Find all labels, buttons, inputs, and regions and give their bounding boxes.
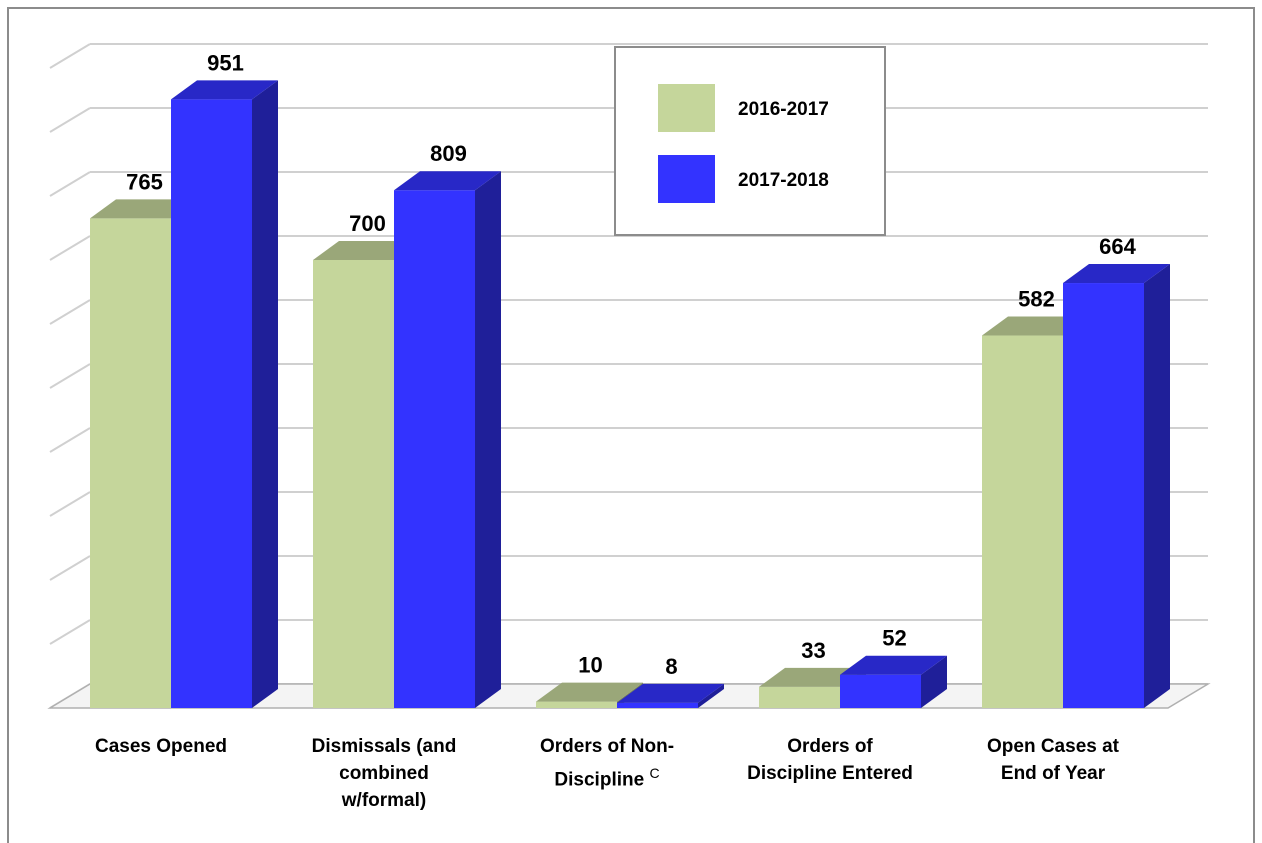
bar-top <box>617 683 724 703</box>
bar-front <box>617 702 698 708</box>
bar <box>840 655 947 708</box>
bar-front <box>313 260 394 708</box>
x-tick-label: Orders of Non-Discipline C <box>522 733 692 793</box>
bar-top <box>840 655 947 675</box>
bar-top <box>171 80 278 100</box>
data-label: 52 <box>882 626 906 651</box>
category-text: Orders of Non-Discipline <box>539 736 675 791</box>
grid-line <box>49 43 1208 69</box>
data-label: 809 <box>430 141 467 166</box>
bar-side <box>1144 264 1170 708</box>
data-label: 582 <box>1018 287 1055 312</box>
bar-side <box>252 80 278 709</box>
grid-line-side <box>49 427 91 453</box>
bar-front <box>394 190 475 709</box>
bar-side <box>698 683 724 708</box>
grid-line-side <box>49 299 91 325</box>
bar <box>394 171 501 709</box>
bar-top <box>90 199 197 219</box>
bar <box>617 683 724 708</box>
frame <box>7 7 1255 843</box>
legend-swatch <box>658 155 715 203</box>
data-label: 10 <box>578 653 602 678</box>
data-label: 8 <box>665 654 677 679</box>
legend-label: 2016-2017 <box>738 99 829 120</box>
data-label: 765 <box>126 169 163 194</box>
grid-line-side <box>49 619 91 645</box>
category-text: Open Cases at End of Year <box>987 736 1119 784</box>
bar <box>1063 264 1170 708</box>
footnote-marker: C <box>649 765 660 781</box>
bar-front <box>536 701 617 708</box>
legend-label: 2017-2018 <box>738 170 829 191</box>
grid-line-side <box>49 235 91 261</box>
bar-top <box>536 682 643 702</box>
bar-top <box>313 241 420 260</box>
bar-top <box>394 171 501 191</box>
data-label: 700 <box>349 211 386 236</box>
bar-front <box>840 674 921 708</box>
bar-top <box>759 667 866 687</box>
legend: 2016-2017 2017-2018 <box>614 46 886 236</box>
x-tick-label: Cases Opened <box>76 733 246 760</box>
bar-front <box>759 686 840 708</box>
grid-line-side <box>49 363 91 389</box>
category-text: Dismissals (and combined w/formal) <box>311 736 457 811</box>
legend-swatch <box>658 84 715 132</box>
bar-front <box>982 335 1063 708</box>
data-label: 33 <box>801 638 825 663</box>
bar-top <box>1063 264 1170 284</box>
bar-side <box>921 655 947 708</box>
bar-front <box>1063 283 1144 708</box>
bar <box>171 80 278 709</box>
category-text: Cases Opened <box>95 736 227 757</box>
grid-line-side <box>49 107 91 133</box>
grid-line-side <box>49 43 91 69</box>
bar-top <box>982 316 1089 336</box>
bar-front <box>90 218 171 708</box>
grid-line-side <box>49 491 91 517</box>
x-tick-label: Dismissals (and combined w/formal) <box>299 733 469 814</box>
bar-side <box>475 171 501 709</box>
x-tick-label: Orders of Discipline Entered <box>745 733 915 787</box>
x-tick-label: Open Cases at End of Year <box>968 733 1138 787</box>
grid-line-side <box>49 555 91 581</box>
bar-front <box>171 99 252 709</box>
data-label: 951 <box>207 50 244 75</box>
legend-box <box>614 46 886 236</box>
grid-line-side <box>49 171 91 197</box>
category-text: Orders of Discipline Entered <box>747 736 913 784</box>
data-label: 664 <box>1099 234 1136 259</box>
